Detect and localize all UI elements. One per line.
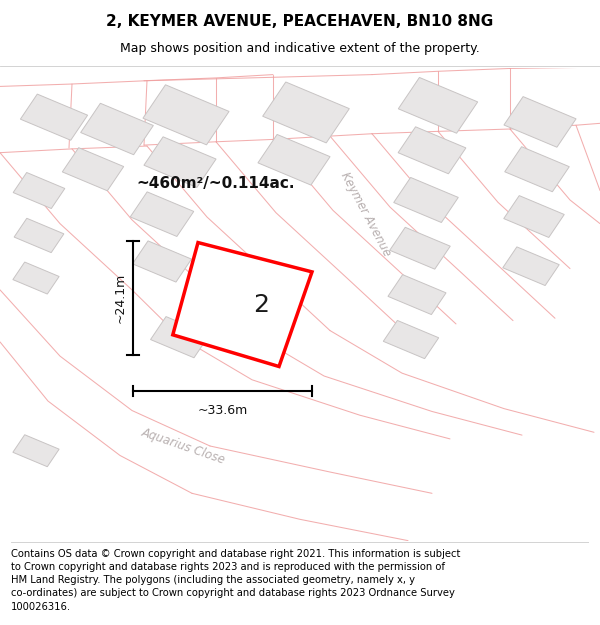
Polygon shape xyxy=(62,148,124,191)
Text: 2: 2 xyxy=(253,293,269,317)
Polygon shape xyxy=(388,274,446,314)
Polygon shape xyxy=(133,241,191,282)
Text: Contains OS data © Crown copyright and database right 2021. This information is : Contains OS data © Crown copyright and d… xyxy=(11,549,460,611)
Polygon shape xyxy=(20,94,88,140)
Polygon shape xyxy=(143,85,229,145)
Polygon shape xyxy=(173,242,312,366)
Text: ~460m²/~0.114ac.: ~460m²/~0.114ac. xyxy=(137,176,295,191)
Text: Keymer Avenue: Keymer Avenue xyxy=(338,170,394,259)
Polygon shape xyxy=(258,134,330,185)
Polygon shape xyxy=(13,262,59,294)
Polygon shape xyxy=(13,173,65,209)
Polygon shape xyxy=(13,435,59,467)
Polygon shape xyxy=(394,177,458,222)
Text: ~24.1m: ~24.1m xyxy=(113,272,127,323)
Text: ~33.6m: ~33.6m xyxy=(197,404,248,416)
Polygon shape xyxy=(14,218,64,252)
Text: Aquarius Close: Aquarius Close xyxy=(139,426,227,466)
Polygon shape xyxy=(398,78,478,133)
Text: Map shows position and indicative extent of the property.: Map shows position and indicative extent… xyxy=(120,42,480,55)
Text: 2, KEYMER AVENUE, PEACEHAVEN, BN10 8NG: 2, KEYMER AVENUE, PEACEHAVEN, BN10 8NG xyxy=(106,14,494,29)
Polygon shape xyxy=(504,97,576,148)
Polygon shape xyxy=(505,147,569,192)
Polygon shape xyxy=(130,192,194,236)
Polygon shape xyxy=(390,228,450,269)
Polygon shape xyxy=(504,196,564,238)
Polygon shape xyxy=(263,82,349,143)
Polygon shape xyxy=(80,103,154,155)
Polygon shape xyxy=(144,137,216,188)
Polygon shape xyxy=(151,317,209,357)
Polygon shape xyxy=(383,321,439,359)
Polygon shape xyxy=(398,127,466,174)
Polygon shape xyxy=(503,247,559,286)
